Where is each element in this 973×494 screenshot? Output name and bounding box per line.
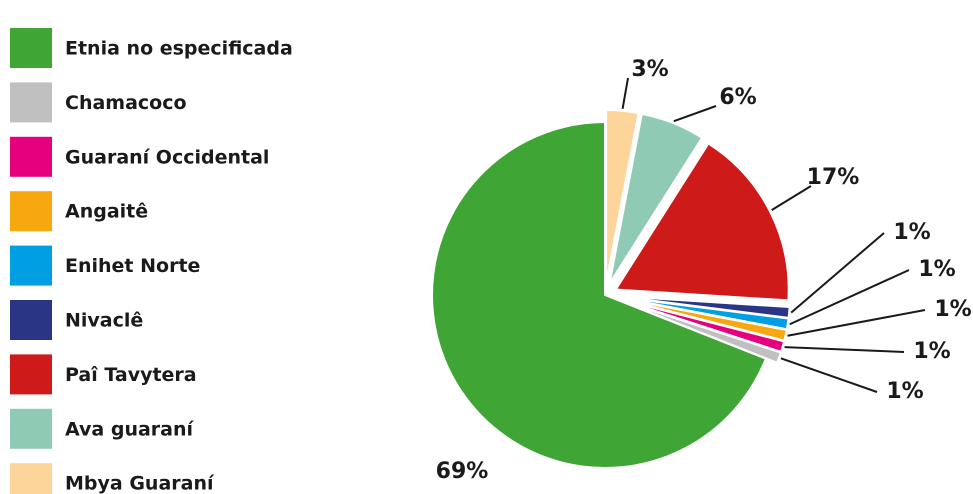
legend-swatch (10, 28, 52, 68)
legend-label: Etnia no especificada (65, 38, 293, 60)
data-label: 17% (807, 165, 860, 190)
legend-label: Ava guaraní (65, 418, 195, 440)
legend-swatch (10, 245, 52, 286)
data-label: 1% (913, 339, 950, 364)
pie-slice (616, 295, 791, 319)
leader-line (621, 77, 629, 110)
legend-swatch (10, 354, 52, 395)
data-label: 1% (893, 220, 930, 245)
legend-swatch (10, 82, 52, 123)
legend-swatch (10, 408, 52, 449)
legend-label: Mbya Guaraní (65, 473, 215, 494)
legend-label: Angaitê (65, 201, 148, 223)
legend-label: Nivaclê (65, 310, 143, 332)
leader-line (780, 357, 878, 393)
leader-line (789, 269, 910, 326)
data-label: 69% (436, 459, 489, 484)
pie-slice (613, 142, 790, 302)
data-label: 3% (631, 57, 668, 82)
pie-slice (608, 112, 704, 285)
legend-swatch (10, 463, 52, 494)
legend-swatch (10, 136, 52, 177)
leader-line (771, 185, 812, 211)
leader-line (790, 232, 885, 314)
pie-slice (605, 109, 640, 284)
leader-line (673, 105, 717, 123)
data-label: 1% (886, 379, 923, 404)
data-label: 1% (934, 297, 971, 322)
legend-label: Guaraní Occidental (65, 146, 269, 168)
legend-swatch (10, 300, 52, 340)
legend-label: Chamacoco (65, 92, 187, 114)
data-label: 6% (719, 85, 756, 110)
leader-line (787, 309, 926, 337)
legend-label: Paî Tavytera (65, 364, 197, 386)
data-label: 1% (918, 257, 955, 282)
pie-slice (431, 120, 768, 469)
legend-swatch (10, 191, 52, 232)
legend-label: Enihet Norte (65, 255, 200, 277)
leader-line (784, 346, 905, 353)
